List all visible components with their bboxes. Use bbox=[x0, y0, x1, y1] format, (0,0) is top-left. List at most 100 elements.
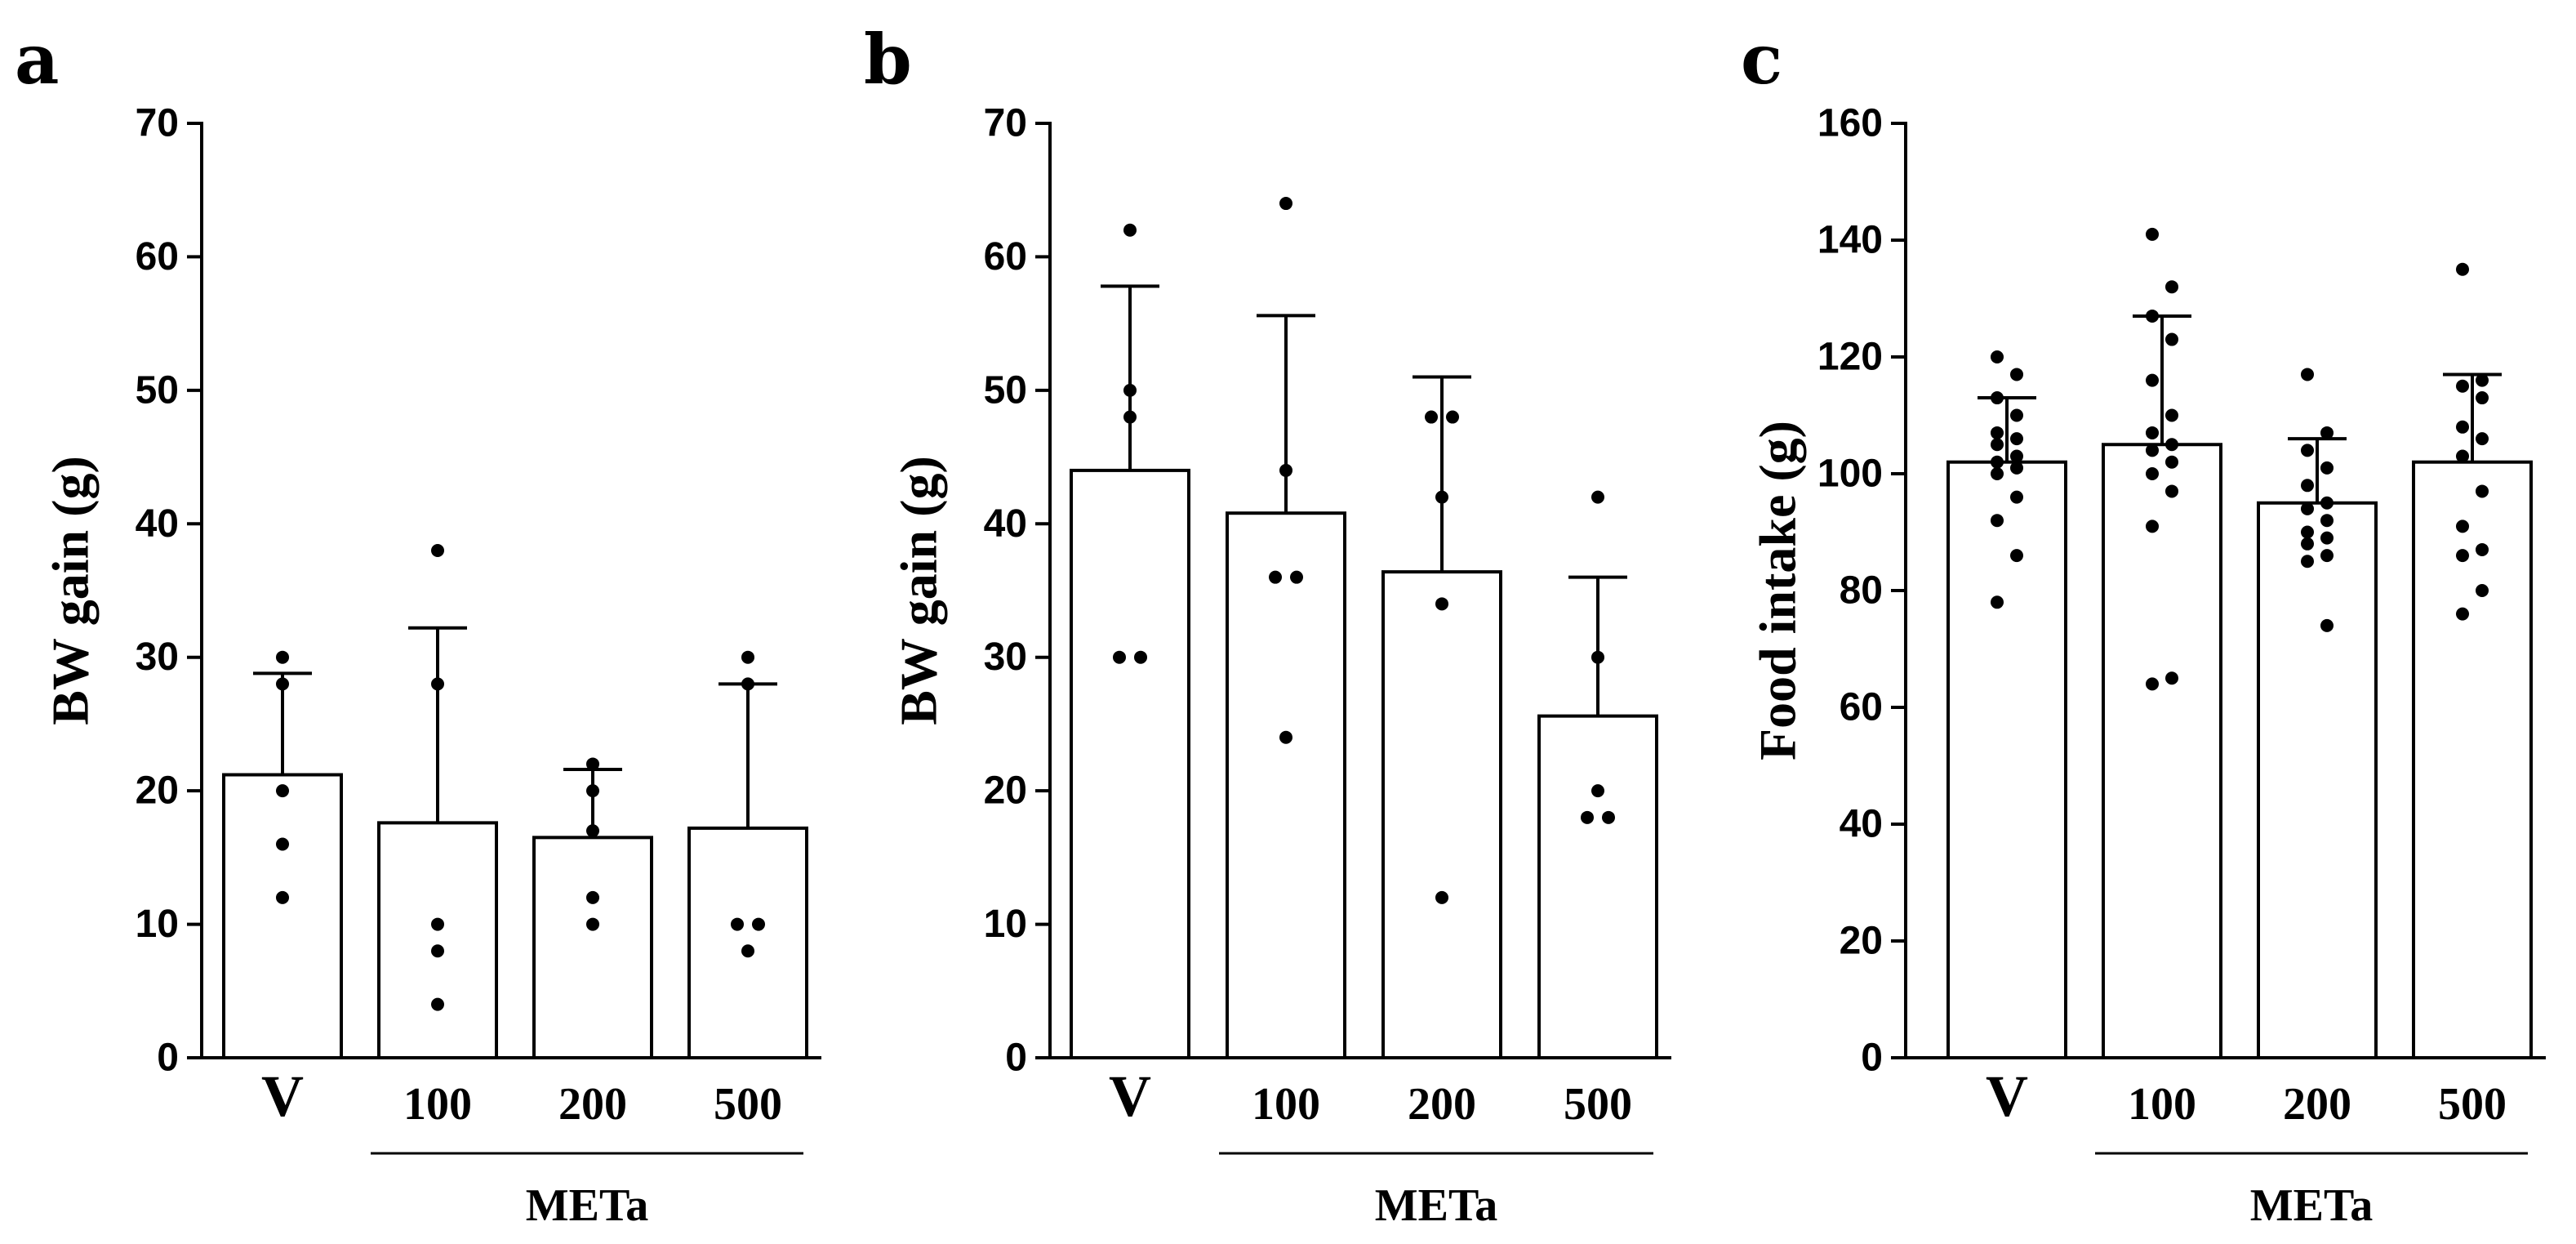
data-point bbox=[2476, 373, 2489, 387]
data-point bbox=[2010, 461, 2023, 475]
data-point bbox=[2010, 368, 2023, 381]
data-point bbox=[276, 677, 289, 691]
y-tick-label: 20 bbox=[1840, 920, 1883, 963]
data-point bbox=[1279, 197, 1292, 211]
category-label: 100 bbox=[1252, 1079, 1320, 1130]
data-point bbox=[431, 997, 444, 1011]
data-point bbox=[1591, 650, 1604, 664]
data-point bbox=[1290, 570, 1303, 584]
data-point bbox=[2320, 426, 2334, 439]
y-tick-label: 0 bbox=[1005, 1037, 1027, 1080]
data-point bbox=[2146, 227, 2159, 241]
data-point bbox=[2301, 368, 2314, 381]
y-tick-label: 50 bbox=[136, 368, 179, 412]
data-point bbox=[2476, 484, 2489, 498]
category-label: 200 bbox=[2283, 1079, 2351, 1130]
y-tick-label: 10 bbox=[984, 903, 1027, 946]
data-point bbox=[2320, 531, 2334, 545]
data-point bbox=[586, 917, 599, 931]
data-point bbox=[2010, 408, 2023, 422]
y-tick-label: 60 bbox=[984, 235, 1027, 279]
data-point bbox=[586, 784, 599, 798]
data-point bbox=[2165, 455, 2178, 469]
y-tick-label: 60 bbox=[136, 235, 179, 279]
data-point bbox=[741, 944, 754, 958]
category-label: V bbox=[1986, 1063, 2028, 1129]
data-point bbox=[731, 917, 744, 931]
data-point bbox=[2146, 444, 2159, 457]
data-point bbox=[1435, 490, 1448, 504]
y-tick-label: 20 bbox=[136, 769, 179, 813]
data-point bbox=[1991, 438, 2004, 452]
data-point bbox=[2301, 525, 2314, 539]
data-point bbox=[431, 543, 444, 557]
data-point bbox=[2476, 391, 2489, 405]
data-point bbox=[2146, 467, 2159, 480]
data-point bbox=[2146, 519, 2159, 533]
data-point bbox=[2165, 484, 2178, 498]
data-point bbox=[1269, 570, 1282, 584]
data-point bbox=[1435, 597, 1448, 611]
y-tick-label: 0 bbox=[1861, 1037, 1883, 1080]
data-point bbox=[2165, 280, 2178, 294]
data-point bbox=[2146, 426, 2159, 439]
data-point bbox=[1123, 383, 1137, 397]
category-label: V bbox=[1109, 1063, 1151, 1129]
data-point bbox=[2146, 373, 2159, 387]
data-point bbox=[2165, 438, 2178, 452]
bar bbox=[2257, 501, 2378, 1059]
bar bbox=[222, 773, 343, 1059]
y-tick-label: 30 bbox=[984, 635, 1027, 679]
group-label: METa bbox=[526, 1180, 648, 1231]
data-point bbox=[2320, 461, 2334, 475]
y-tick-label: 30 bbox=[136, 635, 179, 679]
data-point bbox=[2010, 432, 2023, 446]
bar bbox=[1946, 460, 2067, 1059]
category-label: 500 bbox=[714, 1079, 782, 1130]
chart-panel-b: b BW gain (g) V 100 200 500 0 10 20 30 40 50 60 70 MET… bbox=[864, 19, 1671, 1231]
category-label: 500 bbox=[1564, 1079, 1632, 1130]
y-tick-label: 160 bbox=[1817, 102, 1883, 145]
y-tick-label: 60 bbox=[1840, 686, 1883, 729]
y-tick-label: 50 bbox=[984, 368, 1027, 412]
data-point bbox=[1425, 410, 1438, 424]
y-tick-label: 70 bbox=[984, 102, 1027, 145]
category-label: 500 bbox=[2438, 1079, 2507, 1130]
data-point bbox=[1991, 350, 2004, 363]
data-point bbox=[1991, 455, 2004, 469]
bar bbox=[1070, 468, 1190, 1059]
data-point bbox=[2320, 496, 2334, 510]
group-label: METa bbox=[2250, 1180, 2373, 1231]
group-label: METa bbox=[1375, 1180, 1497, 1231]
data-point bbox=[2456, 607, 2469, 621]
y-tick-label: 10 bbox=[136, 903, 179, 946]
data-point bbox=[2476, 432, 2489, 446]
data-point bbox=[752, 917, 765, 931]
data-point bbox=[431, 677, 444, 691]
category-label: V bbox=[261, 1063, 304, 1129]
data-point bbox=[1991, 514, 2004, 528]
panel-letter: c bbox=[1741, 19, 1782, 100]
data-point bbox=[1991, 391, 2004, 405]
bar bbox=[2102, 443, 2222, 1059]
data-point bbox=[2456, 549, 2469, 563]
category-label: 200 bbox=[1408, 1079, 1476, 1130]
data-point bbox=[2301, 502, 2314, 515]
data-point bbox=[2301, 537, 2314, 551]
data-point bbox=[1602, 810, 1615, 824]
data-point bbox=[1113, 650, 1126, 664]
data-point bbox=[2146, 677, 2159, 691]
data-point bbox=[2301, 479, 2314, 493]
y-tick-label: 100 bbox=[1817, 453, 1883, 496]
data-point bbox=[1279, 463, 1292, 477]
data-point bbox=[1134, 650, 1147, 664]
y-axis-title: BW gain (g) bbox=[42, 456, 100, 725]
data-point bbox=[2476, 542, 2489, 556]
panel-letter: a bbox=[15, 19, 59, 100]
data-point bbox=[276, 837, 289, 851]
data-point bbox=[586, 824, 599, 838]
data-point bbox=[741, 677, 754, 691]
data-point bbox=[276, 890, 289, 904]
panel-letter: b bbox=[864, 19, 912, 100]
